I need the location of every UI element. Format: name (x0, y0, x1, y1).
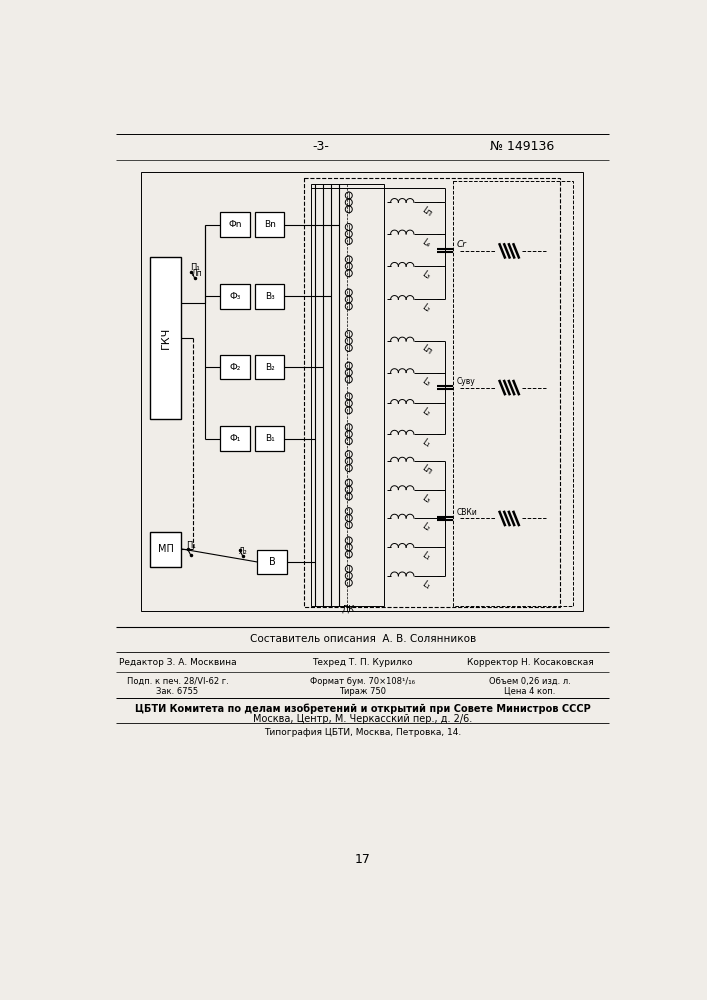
Text: МП: МП (158, 544, 174, 554)
Text: L₁: L₁ (420, 551, 432, 563)
Text: Объем 0,26 изд. л.: Объем 0,26 изд. л. (489, 677, 571, 686)
Bar (220, 426, 250, 451)
Text: L₁: L₁ (420, 437, 432, 449)
Bar (255, 212, 284, 237)
Bar (257, 550, 287, 574)
Text: Lп: Lп (420, 205, 433, 218)
Bar (311, 184, 385, 606)
Bar (151, 532, 182, 567)
Bar (220, 284, 250, 309)
Text: Ф₃: Ф₃ (229, 292, 240, 301)
Text: В₂: В₂ (265, 363, 274, 372)
Bar (255, 284, 284, 309)
Text: Техред Т. П. Курилко: Техред Т. П. Курилко (312, 658, 413, 667)
Text: Lп: Lп (420, 344, 433, 357)
Text: -3-: -3- (312, 140, 329, 153)
Text: СВКи: СВКи (457, 508, 477, 517)
Bar (255, 426, 284, 451)
Text: Цена 4 коп.: Цена 4 коп. (504, 687, 556, 696)
Bar (141, 172, 583, 611)
Text: L₃: L₃ (420, 270, 432, 281)
Text: ГКЧ: ГКЧ (161, 327, 171, 349)
Text: В₃: В₃ (265, 292, 274, 301)
Text: L₂: L₂ (420, 407, 432, 419)
Text: Суву: Суву (457, 377, 475, 386)
Text: L₃: L₃ (420, 493, 432, 505)
Text: № 149136: № 149136 (490, 140, 554, 153)
Text: Типография ЦБТИ, Москва, Петровка, 14.: Типография ЦБТИ, Москва, Петровка, 14. (264, 728, 462, 737)
Text: Корректор Н. Косаковская: Корректор Н. Косаковская (467, 658, 593, 667)
Bar (220, 212, 250, 237)
Text: Л₂: Л₂ (239, 547, 247, 556)
Text: Москва, Центр, М. Черкасский пер., д. 2/6.: Москва, Центр, М. Черкасский пер., д. 2/… (253, 714, 472, 724)
Text: Фn: Фn (228, 220, 242, 229)
Text: L₁: L₁ (420, 579, 432, 591)
Text: В: В (269, 557, 276, 567)
Bar (151, 257, 182, 419)
Text: L₂: L₂ (420, 303, 432, 315)
Text: Вn: Вn (264, 220, 276, 229)
Text: ЦБТИ Комитета по делам изобретений и открытий при Совете Министров СССР: ЦБТИ Комитета по делам изобретений и отк… (135, 703, 590, 714)
Text: Lп: Lп (420, 464, 433, 477)
Text: 17: 17 (355, 853, 370, 866)
Bar (304, 178, 559, 607)
Text: П₁: П₁ (187, 541, 197, 550)
Text: П₁: П₁ (190, 263, 200, 272)
Text: L₃: L₃ (420, 376, 432, 388)
Bar (452, 181, 573, 606)
Bar (255, 355, 284, 379)
Text: Ф₁: Ф₁ (229, 434, 240, 443)
Text: Тираж 750: Тираж 750 (339, 687, 386, 696)
Text: L₂: L₂ (420, 521, 432, 533)
Text: Формат бум. 70×108¹/₁₆: Формат бум. 70×108¹/₁₆ (310, 677, 415, 686)
Text: Редактор З. А. Москвина: Редактор З. А. Москвина (119, 658, 236, 667)
Text: Составитель описания  А. В. Солянников: Составитель описания А. В. Солянников (250, 634, 476, 644)
Text: В₁: В₁ (265, 434, 274, 443)
Text: Ф₂: Ф₂ (229, 363, 240, 372)
Text: Зак. 6755: Зак. 6755 (156, 687, 199, 696)
Text: Лп: Лп (192, 269, 202, 278)
Text: L₄: L₄ (420, 237, 432, 249)
Text: ДК: ДК (341, 604, 355, 613)
Bar (220, 355, 250, 379)
Text: Cr: Cr (457, 240, 467, 249)
Text: Подп. к печ. 28/VI-62 г.: Подп. к печ. 28/VI-62 г. (127, 677, 228, 686)
